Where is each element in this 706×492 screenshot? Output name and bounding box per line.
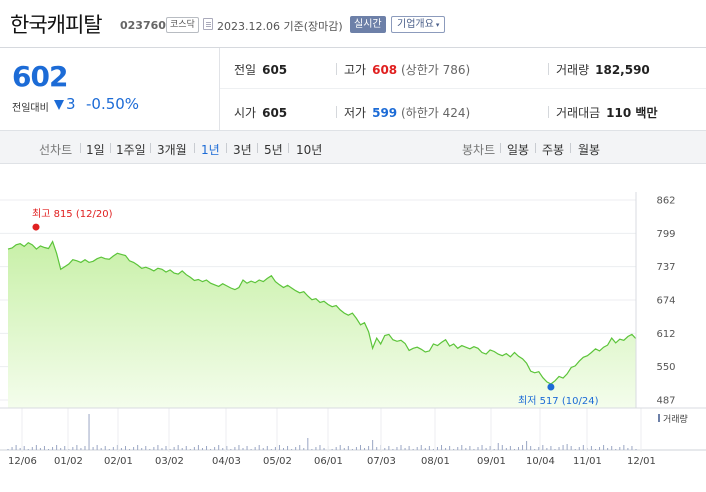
max-label: 최고 815 (12/20) [32, 208, 113, 220]
min-point [547, 383, 555, 391]
line-chart-title: 선차트 [39, 143, 73, 157]
x-tick-label: 09/01 [477, 456, 506, 467]
x-tick-label: 04/03 [212, 456, 241, 467]
x-tick-label: 03/02 [155, 456, 184, 467]
down-arrow-icon [54, 100, 64, 110]
stat-label: 거래대금 [556, 106, 601, 120]
x-tick-label: 12/06 [8, 456, 37, 467]
company-overview-button[interactable]: 기업개요 ▾ [391, 16, 446, 33]
x-tick-label: 02/01 [104, 456, 133, 467]
stock-header: 한국캐피탈 023760 코스닥 2023.12.06 기준(장마감) 실시간 … [0, 0, 706, 48]
candle-chart-title: 봉차트 [462, 143, 496, 157]
extreme-markers: 최고 815 (12/20) 최저 517 (10/24) [32, 208, 599, 407]
x-tick-label: 11/01 [573, 456, 602, 467]
divider [150, 143, 151, 153]
divider [548, 63, 549, 75]
divider [220, 88, 706, 89]
current-price: 602 [12, 60, 68, 93]
divider [226, 143, 227, 153]
divider [288, 143, 289, 153]
base-date: 2023.12.06 기준(장마감) [217, 20, 343, 33]
candle-weekly[interactable]: 주봉 [542, 143, 565, 157]
candle-monthly[interactable]: 월봉 [578, 143, 601, 157]
stock-code: 023760 [120, 19, 166, 32]
document-icon [203, 18, 213, 30]
upper-limit: (상한가 786) [400, 63, 471, 77]
stat-volume: 거래량 182,590 [556, 61, 650, 78]
stat-amount: 거래대금 110 백만 [556, 104, 657, 121]
divider [500, 143, 501, 153]
stat-low: 저가 599 (하한가 424) [344, 104, 470, 121]
period-1w[interactable]: 1주일 [116, 143, 146, 157]
max-point [32, 223, 40, 231]
price-stats: 전일 605 고가 608 (상한가 786) 거래량 182,590 시가 605 저… [220, 48, 706, 130]
period-1d[interactable]: 1일 [86, 143, 105, 157]
stat-label: 거래량 [556, 63, 590, 77]
y-tick-label: 737 [656, 262, 675, 273]
chevron-down-icon: ▾ [435, 21, 440, 29]
stat-value: 608 [372, 63, 398, 77]
volume-chart: 거래량 [0, 413, 706, 451]
x-tick-label: 12/01 [627, 456, 656, 467]
period-3y[interactable]: 3년 [233, 143, 252, 157]
divider [80, 143, 81, 153]
change-rate: -0.50% [86, 95, 140, 113]
volume-label: 거래량 [663, 413, 688, 425]
y-tick-label: 862 [656, 196, 675, 207]
stat-value: 605 [262, 106, 288, 120]
stat-label: 전일 [234, 63, 257, 77]
stat-label: 고가 [344, 63, 367, 77]
realtime-button[interactable]: 실시간 [350, 16, 386, 33]
stat-high: 고가 608 (상한가 786) [344, 61, 470, 78]
stat-open: 시가 605 [234, 104, 287, 121]
divider [257, 143, 258, 153]
stat-value: 599 [372, 106, 398, 120]
divider [336, 63, 337, 75]
stock-name: 한국캐피탈 [10, 13, 103, 37]
stat-prev-close: 전일 605 [234, 61, 287, 78]
y-tick-label: 799 [656, 229, 675, 240]
stat-value: 182,590 [595, 63, 650, 77]
x-axis: 12/06 01/02 02/01 03/02 04/03 05/02 06/01 07/03… [0, 452, 706, 492]
period-10y[interactable]: 10년 [296, 143, 323, 157]
divider [570, 143, 571, 153]
change-label: 전일대비 [12, 103, 49, 114]
x-tick-label: 07/03 [367, 456, 396, 467]
stat-label: 저가 [344, 106, 367, 120]
divider [110, 143, 111, 153]
divider [548, 106, 549, 118]
market-badge: 코스닥 [166, 17, 199, 33]
divider [535, 143, 536, 153]
price-panel: 602 전일대비 3 -0.50% [0, 48, 220, 130]
x-gridlines [21, 408, 642, 452]
y-tick-label: 612 [656, 329, 675, 340]
price-line [7, 240, 637, 385]
y-tick-label: 550 [656, 362, 675, 373]
x-tick-label: 01/02 [54, 456, 83, 467]
stat-value: 605 [262, 63, 288, 77]
x-tick-label: 10/04 [526, 456, 555, 467]
period-5y[interactable]: 5년 [264, 143, 283, 157]
period-bar: 선차트 1일 1주일 3개월 1년 3년 5년 10년 봉차트 일봉 주봉 월봉 [0, 130, 706, 164]
divider [194, 143, 195, 153]
x-tick-label: 08/01 [421, 456, 450, 467]
company-overview-label: 기업개요 [397, 19, 434, 30]
y-tick-label: 487 [656, 396, 675, 407]
period-3m[interactable]: 3개월 [157, 143, 187, 157]
divider [336, 106, 337, 118]
stat-label: 시가 [234, 106, 257, 120]
volume-legend-swatch [658, 414, 660, 422]
candle-daily[interactable]: 일봉 [507, 143, 530, 157]
min-label: 최저 517 (10/24) [518, 395, 599, 407]
x-tick-label: 05/02 [263, 456, 292, 467]
change-amount: 3 [66, 95, 76, 113]
lower-limit: (하한가 424) [400, 106, 471, 120]
y-axis: 862 799 737 674 612 550 487 [656, 196, 675, 407]
x-tick-label: 06/01 [314, 456, 343, 467]
period-1y[interactable]: 1년 [201, 143, 220, 157]
price-chart[interactable]: 862 799 737 674 612 550 487 최고 815 (12/20) 최저 5… [0, 164, 706, 452]
stat-value: 110 백만 [606, 106, 658, 120]
y-tick-label: 674 [656, 296, 675, 307]
price-area [8, 241, 636, 408]
